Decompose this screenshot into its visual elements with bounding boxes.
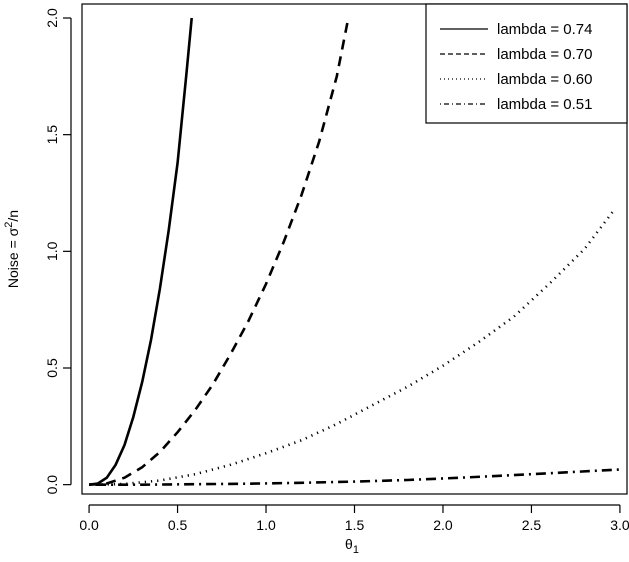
- x-tick-label-2: 0.5: [168, 517, 188, 533]
- plot-frame: [81, 3, 628, 495]
- y-tick-label-2: 0.5: [44, 358, 60, 378]
- y-axis-title: Noise = σ2/n: [3, 210, 21, 288]
- y-tick-label-1: 0.0: [44, 475, 60, 495]
- x-tick-label-5: 2.0: [433, 517, 453, 533]
- x-tick-label-4: 1.5: [345, 517, 365, 533]
- y-tick-label-5: 2.0: [44, 8, 60, 28]
- x-tick-label-6: 2.5: [522, 517, 542, 533]
- curves-group: [88, 17, 620, 487]
- legend-label-4: lambda = 0.51: [497, 96, 593, 113]
- x-tick-label-7: 3.0: [610, 517, 629, 533]
- legend-box: [425, 3, 628, 124]
- series-line-1: [88, 17, 193, 486]
- x-tick-label-3: 1.0: [256, 517, 276, 533]
- y-tick-label-4: 1.5: [44, 125, 60, 145]
- y-tick-label-3: 1.0: [44, 241, 60, 261]
- legend-label-3: lambda = 0.60: [497, 71, 593, 88]
- x-axis: 0.0 0.5 1.0 1.5 2.0 2.5 3.0: [79, 504, 629, 533]
- y-axis: 0.0 0.5 1.0 1.5 2.0: [44, 8, 72, 495]
- series-line-4: [89, 468, 620, 487]
- legend-label-1: lambda = 0.74: [497, 21, 593, 38]
- x-tick-label-1: 0.0: [79, 517, 99, 533]
- legend: lambda = 0.74 lambda = 0.70 lambda = 0.60 l…: [425, 3, 628, 124]
- legend-label-2: lambda = 0.70: [497, 46, 593, 63]
- series-line-2: [89, 22, 349, 486]
- x-axis-title: θ1: [345, 536, 359, 556]
